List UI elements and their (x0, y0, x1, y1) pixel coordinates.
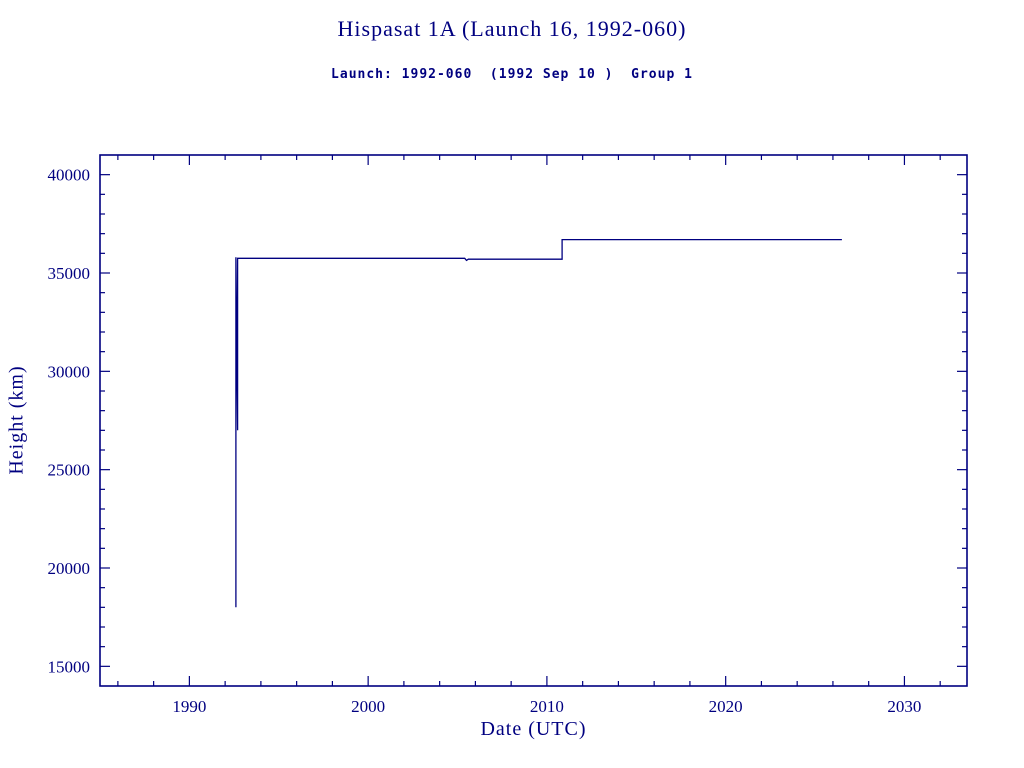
x-tick-label: 2010 (530, 697, 564, 716)
series-line-height-km (235, 238, 842, 608)
y-tick-label: 30000 (48, 362, 91, 381)
chart-title: Hispasat 1A (Launch 16, 1992-060) (337, 16, 687, 41)
y-tick-label: 15000 (48, 657, 91, 676)
y-tick-label: 25000 (48, 461, 91, 480)
y-tick-label: 35000 (48, 264, 91, 283)
y-axis-label: Height (km) (5, 365, 28, 475)
y-tick-label: 40000 (48, 166, 91, 185)
x-tick-label: 2000 (351, 697, 385, 716)
x-tick-label: 1990 (172, 697, 206, 716)
chart-subtitle: Launch: 1992-060 (1992 Sep 10 ) Group 1 (331, 67, 693, 82)
x-tick-label: 2020 (709, 697, 743, 716)
x-axis-label: Date (UTC) (480, 718, 587, 740)
plot-frame (99, 154, 968, 687)
y-tick-label: 20000 (48, 559, 91, 578)
x-tick-label: 2030 (887, 697, 921, 716)
